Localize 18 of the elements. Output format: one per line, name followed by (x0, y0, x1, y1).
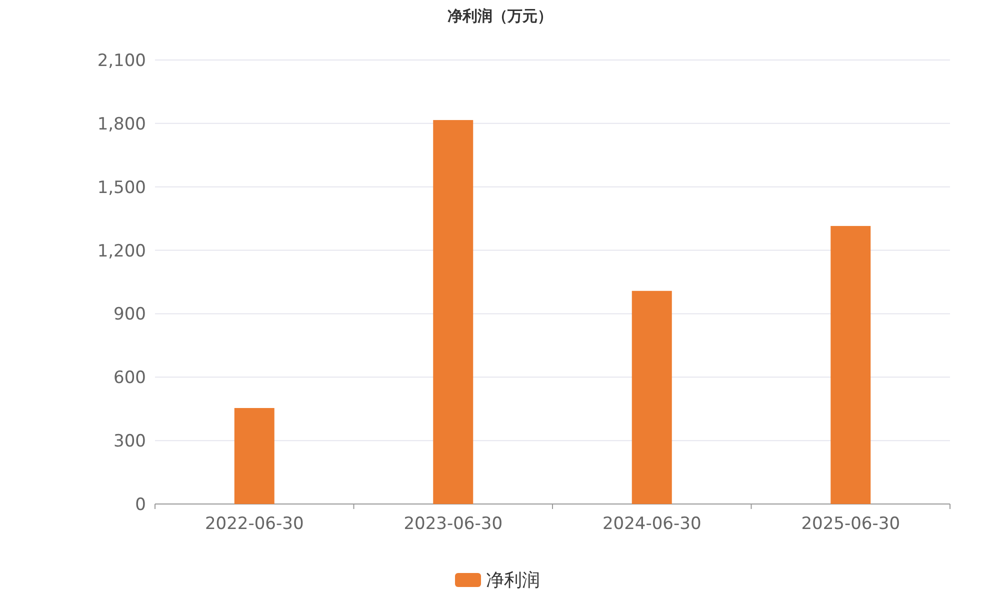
bar (234, 408, 274, 504)
chart-title: 净利润（万元） (448, 7, 552, 25)
bar (830, 226, 871, 504)
x-tick-label: 2025-06-30 (801, 514, 900, 534)
x-tick-label: 2022-06-30 (204, 514, 304, 534)
y-tick-label: 300 (114, 432, 146, 452)
x-tick-label: 2024-06-30 (602, 514, 702, 534)
y-tick-label: 600 (114, 368, 146, 388)
y-tick-label: 1,800 (97, 114, 146, 134)
bar (632, 290, 672, 504)
y-tick-label: 0 (135, 495, 146, 515)
y-tick-label: 900 (114, 304, 146, 325)
bar (433, 120, 474, 504)
y-tick-label: 1,500 (97, 178, 146, 198)
legend-label: 净利润 (486, 570, 540, 591)
y-tick-label: 1,200 (97, 241, 146, 262)
x-tick-label: 2023-06-30 (404, 514, 503, 534)
y-tick-label: 2,100 (97, 51, 146, 71)
